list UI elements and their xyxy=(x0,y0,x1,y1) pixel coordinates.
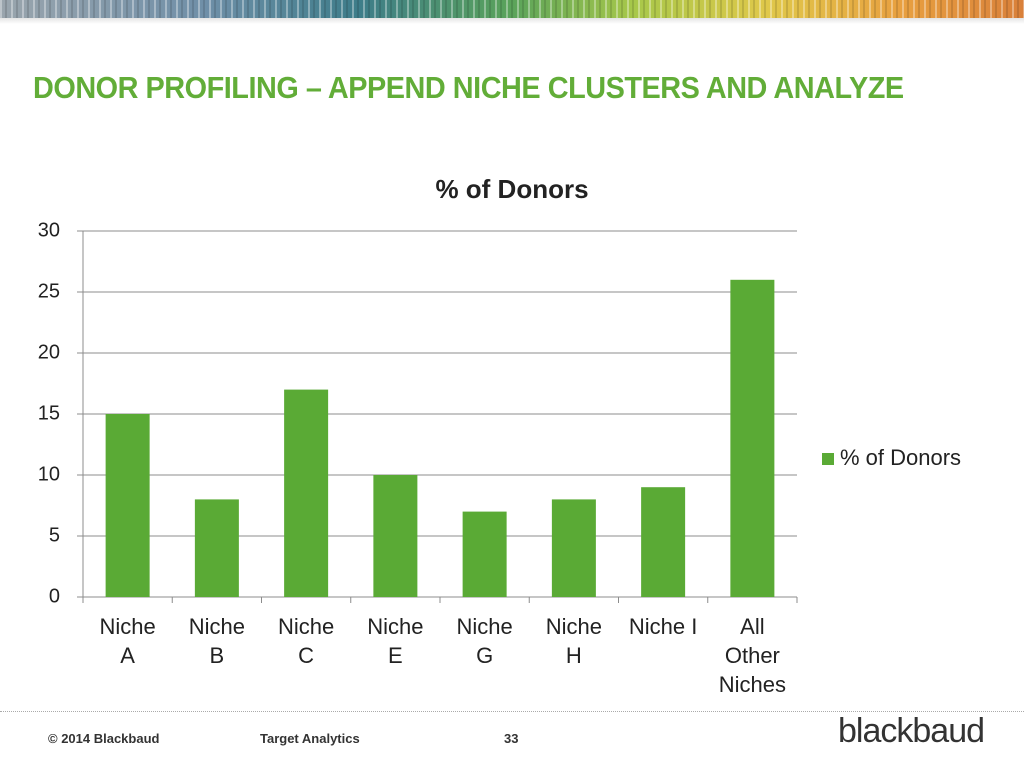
bar xyxy=(194,499,239,597)
y-tick-label: 0 xyxy=(49,585,60,607)
header-shadow xyxy=(0,18,1024,24)
bar xyxy=(373,475,418,597)
y-tick-label: 25 xyxy=(38,280,60,302)
y-tick-label: 30 xyxy=(38,219,60,241)
x-tick-label: Niche A xyxy=(99,614,156,668)
y-tick-label: 5 xyxy=(49,524,60,546)
chart-title: % of Donors xyxy=(435,174,588,204)
bar xyxy=(551,499,596,597)
legend-swatch xyxy=(822,453,834,465)
slide-title: DONOR PROFILING – APPEND NICHE CLUSTERS … xyxy=(33,70,904,105)
bar xyxy=(730,279,775,597)
y-tick-label: 15 xyxy=(38,402,60,424)
y-tick-label: 20 xyxy=(38,341,60,363)
x-tick-label: Niche B xyxy=(188,614,245,668)
bar xyxy=(105,414,150,597)
x-tick-label: Niche G xyxy=(456,614,513,668)
x-tick-label: Niche I xyxy=(628,614,698,639)
bar xyxy=(641,487,686,597)
copyright: © 2014 Blackbaud xyxy=(48,731,160,746)
legend-label: % of Donors xyxy=(840,445,961,470)
x-tick-label: Niche E xyxy=(367,614,424,668)
y-tick-label: 10 xyxy=(38,463,60,485)
header-stripe xyxy=(0,0,1024,18)
page-number: 33 xyxy=(504,731,519,746)
footer-rule xyxy=(0,711,1024,712)
x-tick-label: All Other Niches xyxy=(718,614,786,697)
bar xyxy=(462,511,507,597)
logo: blackbaud xyxy=(838,712,985,750)
department: Target Analytics xyxy=(260,731,360,746)
x-tick-label: Niche C xyxy=(278,614,335,668)
x-tick-label: Niche H xyxy=(545,614,602,668)
bar xyxy=(284,389,329,597)
